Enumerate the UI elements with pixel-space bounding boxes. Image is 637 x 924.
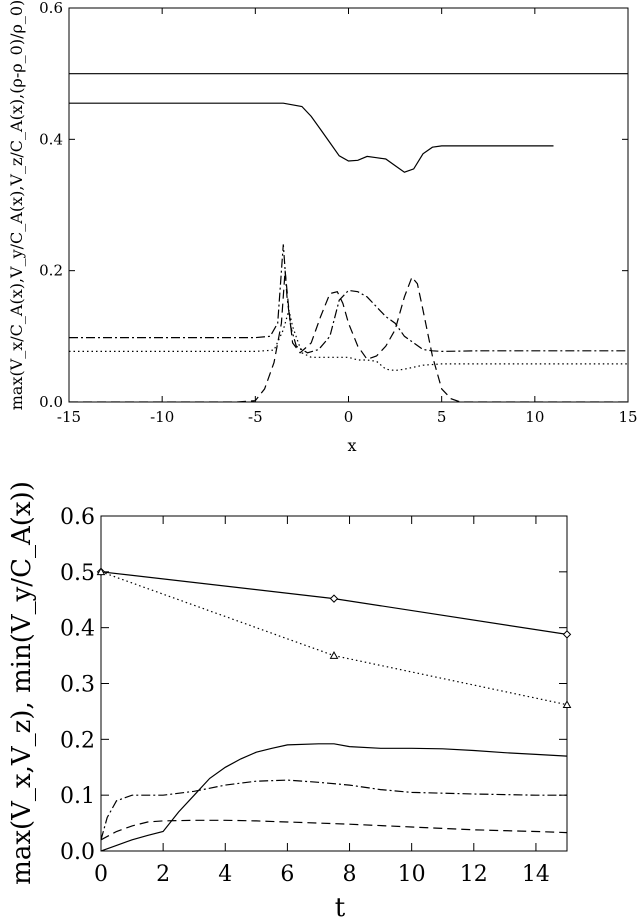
- x-tick-label: -5: [248, 408, 263, 426]
- x-tick-label: 0: [344, 408, 354, 426]
- x-axis-label: t: [335, 893, 346, 923]
- x-tick-label: 14: [522, 862, 550, 887]
- series-line-2-dotted: [101, 571, 567, 706]
- x-tick-label: 0: [94, 862, 108, 887]
- y-tick-label: 0.2: [60, 728, 95, 753]
- series-line-4-dash-dot: [69, 244, 628, 354]
- triangle-marker: [562, 700, 572, 709]
- triangle-marker: [96, 567, 106, 576]
- x-tick-label: 12: [460, 862, 488, 887]
- series-line-5-dashed: [101, 819, 567, 841]
- y-tick-label: 0.0: [39, 393, 63, 411]
- y-tick-label: 0.3: [60, 673, 95, 698]
- y-tick-label: 0.2: [39, 262, 63, 280]
- x-tick-label: 5: [437, 408, 447, 426]
- x-tick-label: -15: [57, 408, 81, 426]
- x-tick-label: 10: [398, 862, 426, 887]
- y-tick-label: 0.0: [60, 840, 95, 865]
- series-line-2-solid: [69, 102, 554, 173]
- plot-frame: [68, 7, 629, 403]
- series-line-1-solid: [101, 571, 567, 635]
- y-axis-label: max(V_x/C_A(x),V_y/C_A(x),V_z/C_A(x),(ρ-…: [7, 0, 26, 410]
- y-tick-label: 0.6: [60, 505, 95, 530]
- x-tick-label: 6: [280, 862, 294, 887]
- y-tick-label: 0.4: [39, 130, 63, 148]
- y-tick-label: 0.6: [39, 0, 63, 17]
- x-axis-label: x: [347, 436, 356, 455]
- x-tick-label: 15: [618, 408, 637, 426]
- series-line-3-solid: [101, 743, 567, 851]
- series-line-5-dotted: [69, 309, 628, 372]
- x-tick-label: 4: [218, 862, 232, 887]
- y-tick-label: 0.4: [60, 617, 95, 642]
- series-line-4-dash-dot: [101, 779, 567, 840]
- y-tick-label: 0.1: [60, 784, 95, 809]
- y-tick-label: 0.5: [60, 561, 95, 586]
- x-tick-label: 8: [343, 862, 357, 887]
- y-axis-label: max(V_x,V_z), min(V_y/C_A(x)): [7, 481, 37, 885]
- chart-1: -15 -10 -5 0 5 10 15 0.0 0.2 0.4 0.6 x max(V_x/C_A(x…: [7, 0, 637, 455]
- x-tick-label: 2: [156, 862, 170, 887]
- series-line-3-dashed: [69, 270, 628, 402]
- chart-2: 0 2 4 6 8 10 12 14 0.0 0.1 0.2 0.3 0.4 0.5 0.6 t max(V_x…: [7, 481, 572, 923]
- x-tick-label: 10: [525, 408, 544, 426]
- triangle-marker: [329, 651, 339, 659]
- x-tick-label: -10: [150, 408, 174, 426]
- diamond-marker: [562, 630, 572, 639]
- diamond-marker: [329, 594, 339, 603]
- plot-frame: [100, 515, 568, 852]
